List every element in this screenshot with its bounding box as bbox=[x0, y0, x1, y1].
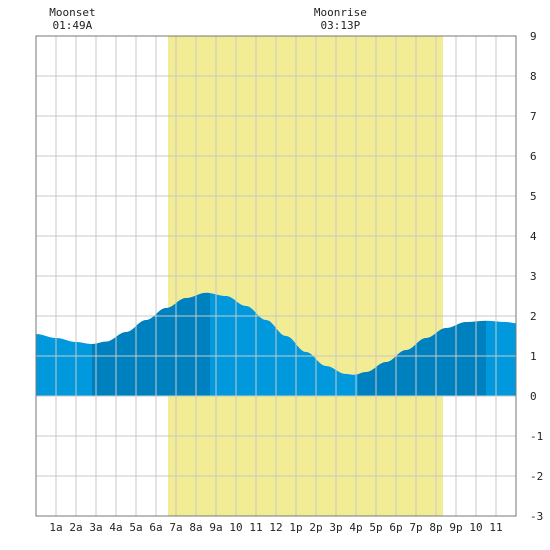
x-tick-label: 8a bbox=[189, 521, 202, 534]
x-tick-label: 11 bbox=[249, 521, 262, 534]
y-tick-label: 5 bbox=[530, 190, 537, 203]
y-tick-label: -1 bbox=[530, 430, 543, 443]
annotation-time: 01:49A bbox=[53, 19, 93, 32]
x-tick-label: 7p bbox=[409, 521, 422, 534]
x-axis-ticks: 1a 2a 3a 4a 5a 6a 7a 8a 9a 10 11 12 1p 2p 3p 4p 5p 6p 7p 8p… bbox=[49, 521, 502, 534]
x-tick-label: 6a bbox=[149, 521, 162, 534]
y-tick-label: 6 bbox=[530, 150, 537, 163]
x-tick-label: 6p bbox=[389, 521, 402, 534]
tide-segment-2 bbox=[210, 293, 358, 396]
x-tick-label: 3a bbox=[89, 521, 102, 534]
grid bbox=[36, 36, 516, 516]
x-tick-label: 5p bbox=[369, 521, 382, 534]
tide-segment-1 bbox=[92, 292, 210, 396]
y-tick-label: 4 bbox=[530, 230, 537, 243]
annotation-name: Moonrise bbox=[314, 6, 367, 19]
x-tick-label: 10 bbox=[469, 521, 482, 534]
x-tick-label: 3p bbox=[329, 521, 342, 534]
y-tick-label: 8 bbox=[530, 70, 537, 83]
plot-border bbox=[35, 35, 517, 517]
x-tick-label: 1p bbox=[289, 521, 302, 534]
x-tick-label: 8p bbox=[429, 521, 442, 534]
y-tick-label: -3 bbox=[530, 510, 543, 523]
y-axis-ticks: -3 -2 -1 0 1 2 3 4 5 6 7 8 9 bbox=[530, 30, 543, 523]
x-tick-label: 1a bbox=[49, 521, 62, 534]
annotation-time: 03:13P bbox=[321, 19, 361, 32]
x-tick-label: 5a bbox=[129, 521, 142, 534]
tide-segment-4 bbox=[486, 320, 516, 396]
x-tick-label: 12 bbox=[269, 521, 282, 534]
tide-segment-0 bbox=[36, 334, 92, 396]
tide-segment-3 bbox=[358, 320, 486, 396]
y-tick-label: 1 bbox=[530, 350, 537, 363]
x-tick-label: 4p bbox=[349, 521, 362, 534]
annotation-name: Moonset bbox=[49, 6, 95, 19]
x-tick-label: 4a bbox=[109, 521, 122, 534]
y-tick-label: 0 bbox=[530, 390, 537, 403]
y-tick-label: 3 bbox=[530, 270, 537, 283]
x-tick-label: 7a bbox=[169, 521, 182, 534]
y-tick-label: 2 bbox=[530, 310, 537, 323]
x-tick-label: 2a bbox=[69, 521, 82, 534]
x-tick-label: 9p bbox=[449, 521, 462, 534]
x-tick-label: 2p bbox=[309, 521, 322, 534]
x-tick-label: 10 bbox=[229, 521, 242, 534]
y-tick-label: 9 bbox=[530, 30, 537, 43]
y-tick-label: 7 bbox=[530, 110, 537, 123]
y-tick-label: -2 bbox=[530, 470, 543, 483]
tide-area bbox=[36, 292, 516, 396]
x-tick-label: 11 bbox=[489, 521, 502, 534]
x-tick-label: 9a bbox=[209, 521, 222, 534]
